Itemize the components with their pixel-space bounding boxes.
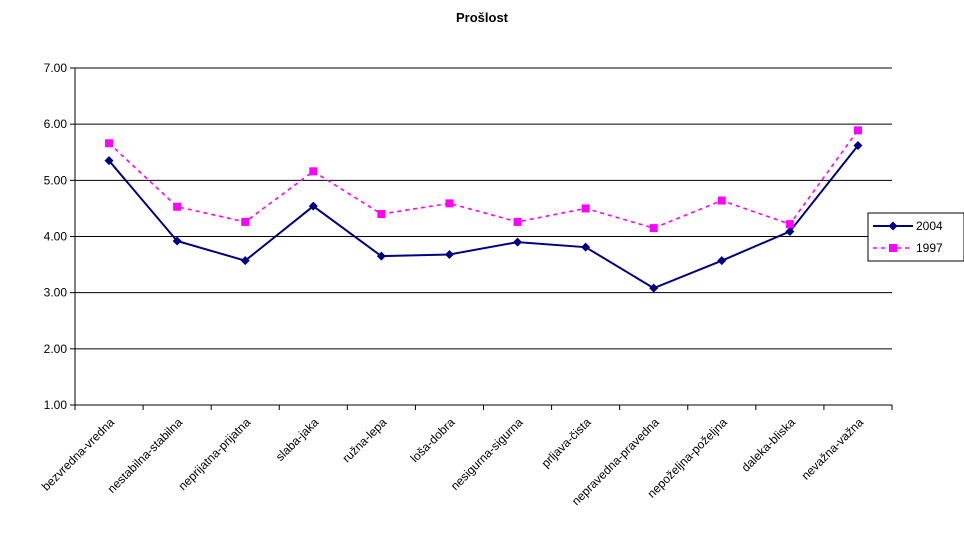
x-axis: bezvredna-vrednanestabilna-stabilnanepri… <box>39 404 893 508</box>
y-tick-label: 1.00 <box>44 398 68 412</box>
data-point-1997 <box>717 196 726 205</box>
x-tick-label: ružna-lepa <box>340 415 390 465</box>
gridlines <box>75 67 892 406</box>
data-point-1997 <box>513 217 522 226</box>
data-point-2004 <box>376 251 386 261</box>
legend-box <box>867 212 964 262</box>
data-point-1997 <box>853 126 862 135</box>
data-point-2004 <box>785 226 795 236</box>
y-tick-label: 5.00 <box>44 173 68 187</box>
data-point-1997 <box>105 139 114 148</box>
x-tick-label: loša-dobra <box>408 415 458 465</box>
chart-title: Prošlost <box>456 10 509 25</box>
data-point-1997 <box>241 217 250 226</box>
y-tick-label: 3.00 <box>44 286 68 300</box>
x-tick-label: nesigurna-sigurna <box>448 415 526 493</box>
data-point-2004 <box>581 242 591 252</box>
x-tick-label: daleka-bliska <box>739 415 799 475</box>
y-tick-label: 2.00 <box>44 342 68 356</box>
legend-marker-1997 <box>889 244 897 252</box>
y-axis: 1.00 2.00 3.00 4.00 5.00 6.00 7.00 <box>44 61 76 412</box>
x-tick-label: bezvredna-vredna <box>39 415 118 494</box>
x-tick-label: nestabilna-stabilna <box>105 415 186 496</box>
data-point-1997 <box>445 199 454 208</box>
legend-marker-2004 <box>888 221 898 231</box>
y-tick-label: 4.00 <box>44 230 68 244</box>
data-point-2004 <box>240 256 250 266</box>
data-point-2004 <box>853 141 863 151</box>
series-line-1997 <box>108 129 859 229</box>
data-point-2004 <box>717 256 727 266</box>
x-tick-label: prljava-čista <box>539 415 594 470</box>
plot-area <box>104 126 863 293</box>
legend: 2004 1997 <box>867 212 964 262</box>
data-point-1997 <box>581 204 590 213</box>
y-tick-label: 6.00 <box>44 117 68 131</box>
data-point-2004 <box>649 283 659 293</box>
x-tick-label: nevažna-važna <box>799 415 867 483</box>
data-point-2004 <box>104 156 114 166</box>
data-point-1997 <box>173 202 182 211</box>
data-point-2004 <box>308 201 318 211</box>
x-tick-label: neprijatna-prijatna <box>176 415 254 493</box>
legend-label-2004: 2004 <box>916 219 943 233</box>
data-point-2004 <box>444 249 454 259</box>
data-point-2004 <box>172 236 182 246</box>
x-tick-label: slaba-jaka <box>273 415 322 464</box>
legend-label-1997: 1997 <box>916 241 943 255</box>
data-point-1997 <box>649 224 658 233</box>
data-point-1997 <box>377 210 386 219</box>
data-point-1997 <box>785 220 794 229</box>
series-line-2004 <box>108 144 859 290</box>
data-point-1997 <box>309 167 318 176</box>
y-tick-label: 7.00 <box>44 61 68 75</box>
data-point-2004 <box>513 237 523 247</box>
